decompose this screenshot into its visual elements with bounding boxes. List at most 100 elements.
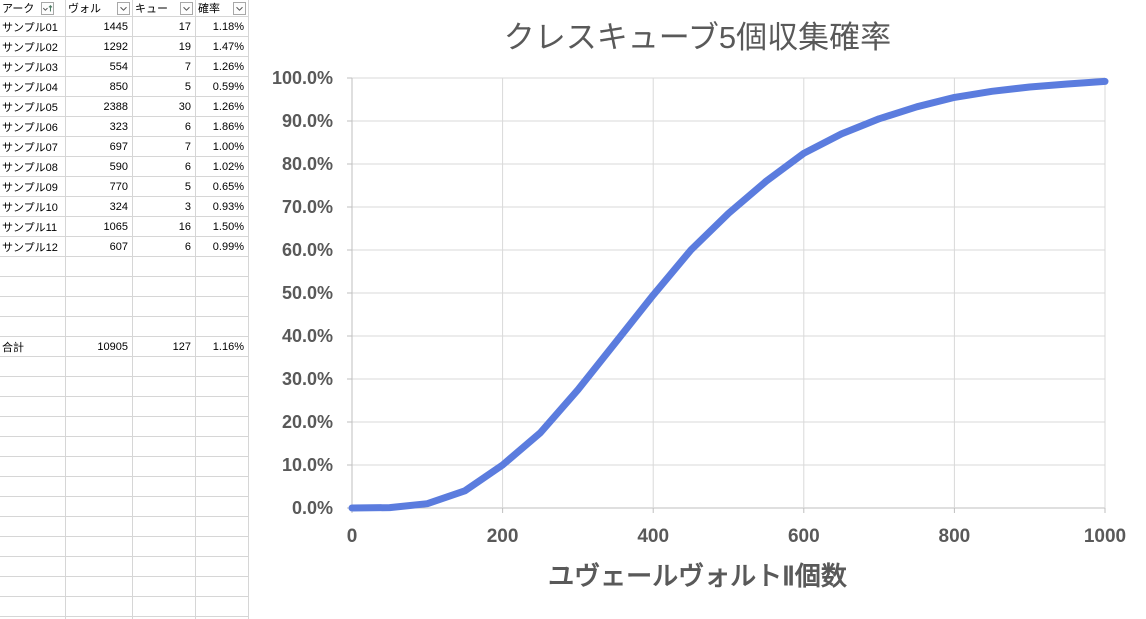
empty-cell[interactable]	[66, 297, 133, 317]
empty-cell[interactable]	[133, 277, 196, 297]
cell-volt[interactable]: 697	[66, 137, 133, 157]
empty-cell[interactable]	[133, 477, 196, 497]
filter-button-volt[interactable]	[117, 1, 130, 15]
empty-cell[interactable]	[133, 557, 196, 577]
cell-cube[interactable]: 30	[133, 97, 196, 117]
filter-button-cube[interactable]	[180, 1, 193, 15]
empty-cell[interactable]	[66, 617, 133, 619]
empty-cell[interactable]	[0, 557, 66, 577]
cell-rate[interactable]: 1.00%	[196, 137, 249, 157]
cell-name[interactable]: サンプル12	[0, 237, 66, 257]
empty-cell[interactable]	[196, 317, 249, 337]
empty-cell[interactable]	[196, 477, 249, 497]
cell-rate[interactable]: 1.26%	[196, 57, 249, 77]
empty-cell[interactable]	[133, 497, 196, 517]
empty-cell[interactable]	[133, 357, 196, 377]
empty-cell[interactable]	[0, 597, 66, 617]
cell-name[interactable]: サンプル11	[0, 217, 66, 237]
cell-volt[interactable]: 2388	[66, 97, 133, 117]
cell-cube[interactable]: 5	[133, 77, 196, 97]
cell-volt[interactable]: 850	[66, 77, 133, 97]
cell-name[interactable]: 合計	[0, 337, 66, 357]
empty-cell[interactable]	[66, 537, 133, 557]
cell-rate[interactable]: 0.65%	[196, 177, 249, 197]
empty-cell[interactable]	[196, 257, 249, 277]
empty-cell[interactable]	[0, 357, 66, 377]
empty-cell[interactable]	[133, 517, 196, 537]
cell-name[interactable]: サンプル03	[0, 57, 66, 77]
empty-cell[interactable]	[66, 437, 133, 457]
header-cell-cube[interactable]: キュー	[133, 0, 196, 17]
cell-cube[interactable]: 3	[133, 197, 196, 217]
cell-rate[interactable]: 1.50%	[196, 217, 249, 237]
cell-cube[interactable]: 6	[133, 157, 196, 177]
empty-cell[interactable]	[66, 377, 133, 397]
empty-cell[interactable]	[196, 617, 249, 619]
cell-rate[interactable]: 1.16%	[196, 337, 249, 357]
empty-cell[interactable]	[196, 497, 249, 517]
empty-cell[interactable]	[196, 277, 249, 297]
cell-volt[interactable]: 1445	[66, 17, 133, 37]
header-cell-rate[interactable]: 確率	[196, 0, 249, 17]
empty-cell[interactable]	[196, 417, 249, 437]
empty-cell[interactable]	[66, 497, 133, 517]
cell-rate[interactable]: 0.93%	[196, 197, 249, 217]
empty-cell[interactable]	[0, 437, 66, 457]
empty-cell[interactable]	[66, 417, 133, 437]
empty-cell[interactable]	[0, 297, 66, 317]
cell-cube[interactable]: 7	[133, 57, 196, 77]
empty-cell[interactable]	[196, 537, 249, 557]
cell-rate[interactable]: 1.86%	[196, 117, 249, 137]
cell-volt[interactable]: 324	[66, 197, 133, 217]
empty-cell[interactable]	[66, 357, 133, 377]
empty-cell[interactable]	[0, 417, 66, 437]
empty-cell[interactable]	[0, 317, 66, 337]
empty-cell[interactable]	[133, 537, 196, 557]
empty-cell[interactable]	[133, 317, 196, 337]
cell-cube[interactable]: 6	[133, 117, 196, 137]
cell-rate[interactable]: 1.47%	[196, 37, 249, 57]
cell-name[interactable]: サンプル06	[0, 117, 66, 137]
cell-cube[interactable]: 127	[133, 337, 196, 357]
cell-volt[interactable]: 1292	[66, 37, 133, 57]
cell-rate[interactable]: 0.59%	[196, 77, 249, 97]
header-cell-volt[interactable]: ヴォル	[66, 0, 133, 17]
empty-cell[interactable]	[133, 377, 196, 397]
cell-name[interactable]: サンプル02	[0, 37, 66, 57]
empty-cell[interactable]	[0, 497, 66, 517]
empty-cell[interactable]	[196, 577, 249, 597]
empty-cell[interactable]	[196, 397, 249, 417]
empty-cell[interactable]	[133, 297, 196, 317]
empty-cell[interactable]	[133, 437, 196, 457]
empty-cell[interactable]	[196, 357, 249, 377]
empty-cell[interactable]	[66, 397, 133, 417]
cell-cube[interactable]: 7	[133, 137, 196, 157]
cell-cube[interactable]: 6	[133, 237, 196, 257]
empty-cell[interactable]	[66, 277, 133, 297]
cell-volt[interactable]: 770	[66, 177, 133, 197]
empty-cell[interactable]	[196, 437, 249, 457]
empty-cell[interactable]	[66, 477, 133, 497]
cell-name[interactable]: サンプル05	[0, 97, 66, 117]
empty-cell[interactable]	[133, 577, 196, 597]
empty-cell[interactable]	[0, 617, 66, 619]
cell-volt[interactable]: 10905	[66, 337, 133, 357]
cell-name[interactable]: サンプル08	[0, 157, 66, 177]
empty-cell[interactable]	[66, 577, 133, 597]
empty-cell[interactable]	[0, 277, 66, 297]
filter-button-rate[interactable]	[233, 1, 246, 15]
empty-cell[interactable]	[66, 317, 133, 337]
cell-volt[interactable]: 1065	[66, 217, 133, 237]
empty-cell[interactable]	[0, 377, 66, 397]
empty-cell[interactable]	[0, 257, 66, 277]
empty-cell[interactable]	[66, 257, 133, 277]
empty-cell[interactable]	[133, 597, 196, 617]
empty-cell[interactable]	[66, 597, 133, 617]
cell-name[interactable]: サンプル07	[0, 137, 66, 157]
header-cell-arc[interactable]: アーク	[0, 0, 66, 17]
cell-volt[interactable]: 590	[66, 157, 133, 177]
cell-name[interactable]: サンプル09	[0, 177, 66, 197]
empty-cell[interactable]	[0, 397, 66, 417]
empty-cell[interactable]	[66, 557, 133, 577]
empty-cell[interactable]	[66, 457, 133, 477]
